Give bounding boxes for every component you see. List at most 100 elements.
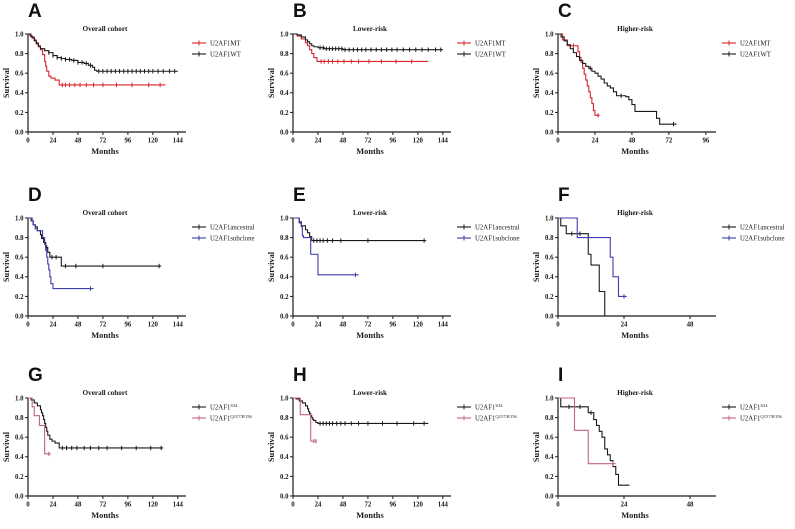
x-tick-label: 120: [413, 322, 424, 329]
y-tick-label: 0.0: [15, 313, 24, 320]
survival-plot-F: 0.0 0.2 0.4 0.6 0.8 1.0 0 24 48 Higher-risk Months…: [532, 209, 785, 340]
x-tick-label: 0: [291, 502, 295, 509]
y-axis-label: Survival: [2, 251, 11, 282]
panel-F: 0.0 0.2 0.4 0.6 0.8 1.0 0 24 48 Higher-risk Months…: [530, 184, 795, 360]
y-tick-label: 0.4: [545, 90, 554, 97]
panel-A: 0.0 0.2 0.4 0.6 0.8 1.0 0 24 48 72 96 120 144 Overall…: [0, 0, 265, 176]
y-tick-label: 1.0: [280, 215, 289, 222]
x-tick-label: 24: [315, 138, 322, 145]
y-tick-label: 0.6: [15, 435, 24, 442]
plot-title: Higher-risk: [617, 389, 653, 397]
y-tick-label: 0.0: [545, 493, 554, 500]
y-tick-label: 0.8: [15, 415, 24, 422]
y-tick-label: 0.8: [280, 235, 289, 242]
survival-curve: [293, 217, 359, 276]
x-axis-label: Months: [621, 511, 649, 520]
legend-label: U2AF1S34: [475, 403, 503, 412]
y-tick-label: 0.8: [545, 415, 554, 422]
x-tick-label: 24: [50, 322, 57, 329]
y-axis-label: Survival: [532, 431, 541, 462]
x-tick-label: 96: [124, 322, 131, 329]
x-tick-label: 96: [389, 502, 396, 509]
legend-label: U2AF1subclone: [210, 235, 255, 242]
y-tick-label: 0.2: [15, 294, 24, 301]
survival-curve: [558, 397, 616, 465]
legend-label: U2AF1Q157/R156: [210, 414, 253, 423]
legend-label: U2AF1subclone: [740, 235, 785, 242]
x-axis-label: Months: [621, 331, 649, 340]
y-axis-label: Survival: [532, 67, 541, 98]
x-tick-label: 0: [556, 502, 560, 509]
survival-plot-C: 0.0 0.2 0.4 0.6 0.8 1.0 0 24 48 72 96 Higher-risk Mo…: [532, 25, 772, 156]
legend-label: U2AF1MT: [475, 40, 506, 47]
x-tick-label: 72: [365, 138, 372, 145]
x-tick-label: 120: [413, 138, 424, 145]
x-tick-label: 24: [50, 138, 57, 145]
axes: [292, 218, 451, 317]
x-tick-label: 120: [148, 322, 159, 329]
x-tick-label: 48: [340, 502, 347, 509]
x-tick-label: 48: [75, 138, 82, 145]
y-tick-label: 0.6: [15, 71, 24, 78]
y-tick-label: 1.0: [280, 31, 289, 38]
survival-curve: [293, 397, 429, 425]
legend-label: U2AF1S34: [210, 403, 238, 412]
x-tick-label: 96: [124, 138, 131, 145]
survival-plot-D: 0.0 0.2 0.4 0.6 0.8 1.0 0 24 48 72 96 120 144 Overall…: [2, 209, 255, 340]
axes: [27, 34, 186, 133]
x-tick-label: 0: [26, 138, 30, 145]
axes: [557, 34, 716, 133]
axes: [27, 218, 186, 317]
y-tick-label: 0.2: [545, 110, 554, 117]
legend-label: U2AF1Q157/R156: [740, 414, 783, 423]
y-tick-label: 0.4: [280, 454, 289, 461]
plot-title: Higher-risk: [617, 209, 653, 217]
y-axis-label: Survival: [267, 67, 276, 98]
survival-plot-E: 0.0 0.2 0.4 0.6 0.8 1.0 0 24 48 72 96 120 144 Lower-r…: [267, 209, 520, 340]
panel-I: 0.0 0.2 0.4 0.6 0.8 1.0 0 24 48 Higher-risk Months…: [530, 364, 795, 529]
y-tick-label: 1.0: [280, 395, 289, 402]
x-tick-label: 24: [592, 138, 599, 145]
y-tick-label: 0.4: [280, 90, 289, 97]
axes: [292, 398, 451, 497]
x-tick-label: 24: [315, 502, 322, 509]
plot-title: Overall cohort: [83, 389, 129, 397]
panel-letter-H: H: [293, 365, 307, 386]
survival-curve: [293, 397, 317, 442]
x-tick-label: 48: [687, 502, 694, 509]
y-tick-label: 0.2: [15, 474, 24, 481]
y-axis-label: Survival: [267, 431, 276, 462]
panel-letter-G: G: [28, 365, 43, 386]
x-tick-label: 144: [173, 322, 184, 329]
x-tick-label: 96: [702, 138, 709, 145]
y-tick-label: 0.4: [545, 454, 554, 461]
x-tick-label: 96: [389, 138, 396, 145]
y-tick-label: 0.2: [545, 294, 554, 301]
plot-title: Overall cohort: [83, 25, 129, 33]
y-tick-label: 0.8: [280, 51, 289, 58]
panel-E: 0.0 0.2 0.4 0.6 0.8 1.0 0 24 48 72 96 120 144 Lower-r…: [265, 184, 530, 360]
legend-label: U2AF1MT: [740, 40, 771, 47]
x-tick-label: 72: [100, 322, 107, 329]
x-tick-label: 144: [173, 502, 184, 509]
x-tick-label: 24: [621, 502, 628, 509]
x-tick-label: 144: [438, 322, 449, 329]
x-tick-label: 48: [687, 322, 694, 329]
y-tick-label: 0.6: [280, 435, 289, 442]
y-tick-label: 0.4: [545, 274, 554, 281]
y-tick-label: 0.2: [15, 110, 24, 117]
legend-label: U2AF1MT: [210, 40, 241, 47]
y-tick-label: 0.2: [280, 294, 289, 301]
y-tick-label: 0.0: [280, 129, 289, 136]
y-tick-label: 1.0: [15, 395, 24, 402]
y-tick-label: 0.4: [15, 454, 24, 461]
y-tick-label: 0.4: [280, 274, 289, 281]
y-tick-label: 0.8: [280, 415, 289, 422]
legend-label: U2AF1WT: [740, 51, 772, 58]
y-tick-label: 0.4: [15, 90, 24, 97]
y-tick-label: 0.8: [15, 235, 24, 242]
y-tick-label: 0.2: [545, 474, 554, 481]
panel-C: 0.0 0.2 0.4 0.6 0.8 1.0 0 24 48 72 96 Higher-risk Mo…: [530, 0, 795, 176]
y-tick-label: 0.4: [15, 274, 24, 281]
y-tick-label: 0.0: [545, 313, 554, 320]
